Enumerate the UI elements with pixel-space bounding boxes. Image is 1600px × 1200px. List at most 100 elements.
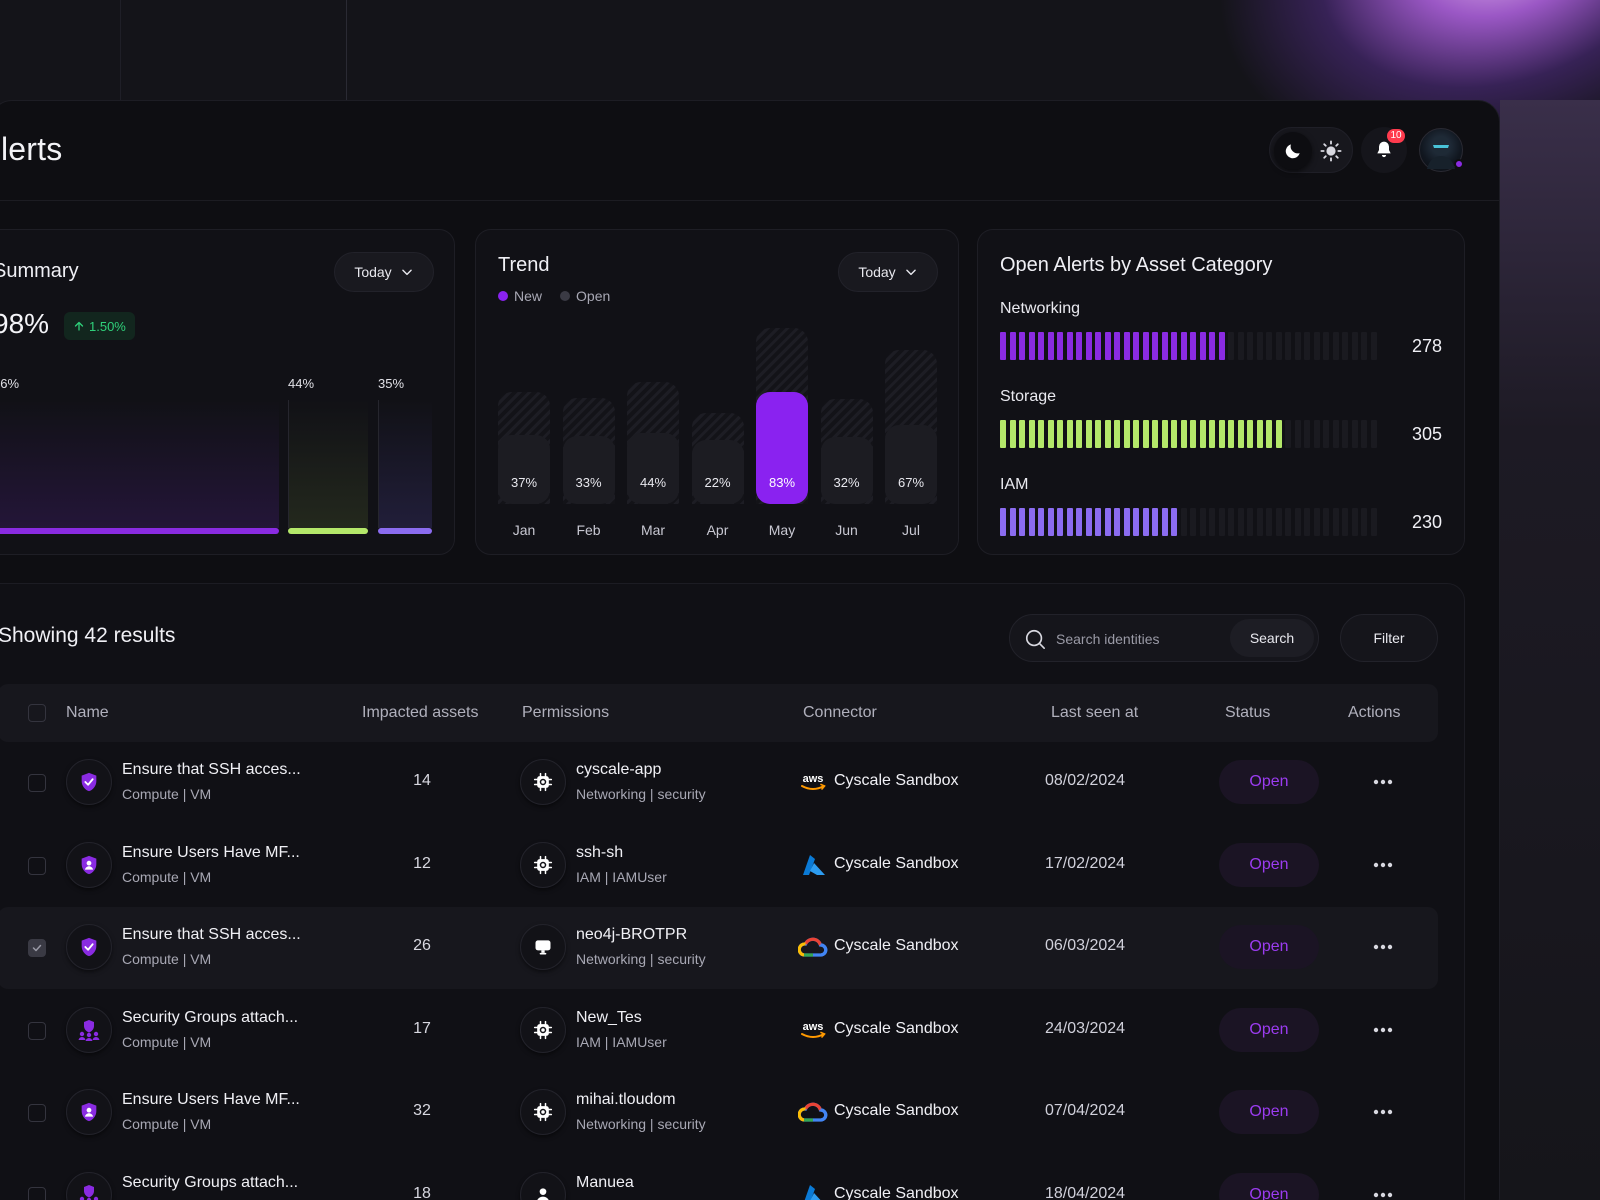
last-seen-date: 18/04/2024	[1045, 1184, 1126, 1200]
asset-bar-tick	[1237, 332, 1244, 360]
asset-category-label: Storage	[1000, 388, 1057, 405]
asset-bar-tick	[1047, 508, 1054, 536]
search-bar: Search	[1009, 614, 1319, 662]
row-actions-button[interactable]	[1366, 764, 1400, 798]
trend-bar-chart: 37% 33% 44% 22% 83% 32% 67%	[498, 320, 938, 504]
alert-name[interactable]: Security Groups attach...	[122, 1008, 299, 1026]
row-actions-button[interactable]	[1366, 1012, 1400, 1046]
table-row[interactable]: Ensure Users Have MF... Compute | VM 12 ssh…	[0, 825, 1438, 907]
asset-bar-tick	[1047, 332, 1054, 360]
more-dots-icon	[1373, 1102, 1393, 1120]
table-row[interactable]: Ensure Users Have MF... Compute | VM 32 mih…	[0, 1072, 1438, 1154]
asset-bar-tick	[1275, 332, 1282, 360]
status-badge[interactable]: Open	[1219, 842, 1319, 887]
summary-change-badge: 1.50%	[64, 312, 135, 340]
asset-bar-tick	[1152, 332, 1158, 360]
summary-period-dropdown[interactable]: Today	[334, 252, 434, 292]
avatar[interactable]	[1419, 128, 1464, 172]
row-checkbox[interactable]	[28, 1021, 46, 1040]
asset-bar-tick	[1351, 420, 1358, 448]
permission-scope: IAM | IAMUser	[576, 1199, 667, 1200]
permission-name[interactable]: neo4j-BROTPR	[576, 926, 688, 943]
alert-name[interactable]: Ensure that SSH acces...	[122, 926, 301, 943]
summary-period-label: Today	[354, 264, 392, 280]
search-button[interactable]: Search	[1230, 619, 1314, 657]
table-row[interactable]: Ensure that SSH acces... Compute | VM 26 ne…	[0, 907, 1438, 989]
column-header-last-seen[interactable]: Last seen at	[1051, 704, 1139, 721]
segment-area	[0, 400, 279, 528]
asset-bar-tick	[1323, 420, 1329, 448]
filter-button[interactable]: Filter	[1340, 614, 1438, 662]
permission-name[interactable]: Manuea	[576, 1173, 634, 1191]
table-row[interactable]: Security Groups attach... Compute | VM 18 M…	[0, 1155, 1438, 1200]
row-checkbox[interactable]	[28, 1186, 46, 1200]
column-header-connector[interactable]: Connector	[803, 704, 877, 721]
notifications-button[interactable]: 10	[1361, 127, 1407, 173]
row-checkbox[interactable]	[28, 1104, 46, 1122]
trend-legend: New Open	[498, 288, 610, 304]
more-dots-icon	[1373, 772, 1393, 790]
search-icon	[1025, 629, 1045, 649]
alert-name[interactable]: Ensure Users Have MF...	[122, 1091, 300, 1108]
table-row[interactable]: Security Groups attach... Compute | VM 17 N…	[0, 990, 1438, 1072]
asset-bar-tick	[1028, 332, 1035, 360]
permission-name[interactable]: cyscale-app	[576, 761, 662, 778]
status-badge[interactable]: Open	[1219, 1007, 1319, 1052]
row-actions-button[interactable]	[1366, 847, 1400, 881]
background-line	[120, 0, 121, 100]
table-row[interactable]: Ensure that SSH acces... Compute | VM 14 cy…	[0, 742, 1438, 824]
trend-bar-feb: 33%	[562, 320, 615, 504]
light-mode-button[interactable]	[1312, 132, 1350, 170]
notification-badge: 10	[1387, 129, 1405, 143]
status-badge[interactable]: Open	[1219, 760, 1319, 804]
last-seen-date: 06/03/2024	[1045, 937, 1126, 954]
trend-bar-value[interactable]: 67%	[885, 425, 937, 504]
row-checkbox[interactable]	[28, 774, 46, 792]
asset-bar-tick	[1351, 508, 1358, 536]
row-checkbox[interactable]	[28, 939, 46, 957]
search-input[interactable]	[1056, 625, 1226, 653]
column-header-status[interactable]: Status	[1225, 704, 1271, 721]
select-all-checkbox[interactable]	[28, 704, 46, 722]
column-header-permissions[interactable]: Permissions	[522, 704, 610, 721]
trend-bar-value[interactable]: 33%	[562, 436, 615, 504]
trend-bar-value[interactable]: 83%	[756, 392, 808, 504]
row-checkbox[interactable]	[28, 856, 46, 875]
status-badge[interactable]: Open	[1219, 1172, 1319, 1200]
column-header-name[interactable]: Name	[66, 704, 109, 721]
alert-category: Compute | VM	[122, 1033, 212, 1050]
alert-name[interactable]: Security Groups attach...	[122, 1173, 299, 1191]
asset-bar-tick	[1180, 420, 1187, 448]
row-actions-button[interactable]	[1366, 1094, 1400, 1128]
group-icon	[66, 1006, 112, 1053]
chevron-down-icon	[401, 269, 412, 276]
trend-bar-value[interactable]: 22%	[691, 440, 744, 504]
alert-name[interactable]: Ensure that SSH acces...	[122, 761, 301, 778]
segment-bar	[288, 528, 368, 534]
trend-bar-value[interactable]: 37%	[498, 435, 550, 504]
segment-area	[288, 400, 368, 528]
theme-toggle[interactable]	[1269, 127, 1353, 173]
permission-name[interactable]: mihai.tloudom	[576, 1091, 676, 1108]
impacted-assets-count: 12	[413, 854, 431, 872]
permission-name[interactable]: ssh-sh	[576, 843, 624, 861]
asset-bar-tick	[1123, 508, 1130, 536]
permission-scope: IAM | IAMUser	[576, 868, 667, 885]
dark-mode-button[interactable]	[1274, 132, 1312, 170]
permission-name[interactable]: New_Tes	[576, 1008, 642, 1026]
chip-icon	[520, 759, 566, 805]
row-actions-button[interactable]	[1366, 1177, 1400, 1200]
asset-bar-tick	[1038, 508, 1044, 536]
asset-bar-tick	[1085, 508, 1092, 536]
row-actions-button[interactable]	[1366, 929, 1400, 963]
status-badge[interactable]: Open	[1219, 925, 1319, 969]
status-badge[interactable]: Open	[1219, 1090, 1319, 1134]
column-header-impacted-assets[interactable]: Impacted assets	[362, 704, 479, 721]
alert-name[interactable]: Ensure Users Have MF...	[122, 843, 300, 861]
asset-category-bar	[1000, 420, 1390, 448]
trend-bar-value[interactable]: 44%	[627, 433, 679, 504]
trend-period-dropdown[interactable]: Today	[838, 252, 938, 292]
trend-bar-value[interactable]: 32%	[820, 437, 873, 504]
asset-bar-tick	[1019, 508, 1025, 536]
chip-icon	[520, 1006, 566, 1053]
